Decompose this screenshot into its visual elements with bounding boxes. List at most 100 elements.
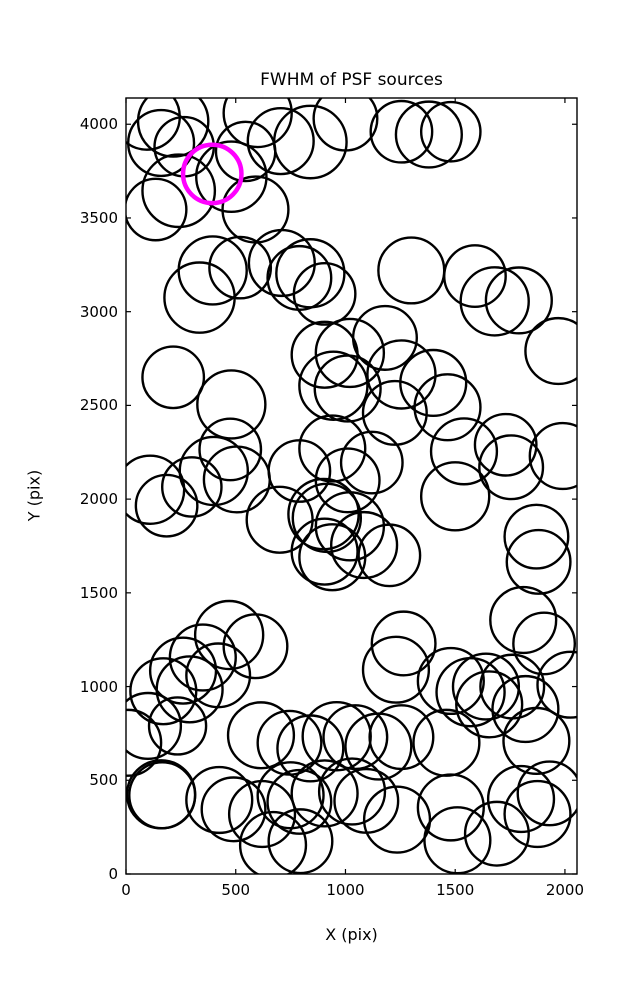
psf-source-circle (473, 412, 538, 477)
psf-source-circle (168, 623, 237, 692)
psf-source-circle (333, 767, 400, 834)
psf-source-circle (226, 701, 296, 770)
psf-source-circle (351, 304, 418, 371)
data-markers (126, 98, 577, 874)
psf-source-circle (198, 417, 263, 482)
x-axis-label: X (pix) (325, 925, 378, 944)
psf-source-circle (256, 761, 325, 830)
psf-source-circle (489, 585, 558, 655)
y-tick-label: 2500 (79, 396, 118, 415)
psf-source-circle (185, 765, 254, 835)
psf-source-circle (486, 764, 556, 834)
psf-source-circle (180, 142, 244, 206)
psf-source-circle (126, 708, 163, 777)
psf-source-circle (214, 120, 277, 183)
psf-source-circle (129, 657, 198, 726)
psf-source-circle (272, 104, 348, 180)
psf-source-circle (366, 339, 437, 410)
y-axis-label: Y (pix) (24, 469, 44, 522)
psf-source-circle (361, 635, 431, 704)
psf-source-circle (536, 650, 577, 719)
x-axis-ticks (125, 98, 566, 874)
psf-source-circle (503, 779, 572, 849)
psf-source-circle (275, 238, 346, 309)
psf-source-circle (141, 153, 217, 229)
psf-source-circle (516, 760, 577, 827)
psf-source-circle (330, 510, 399, 580)
psf-source-circle (141, 345, 206, 410)
y-tick-label: 1500 (79, 583, 118, 602)
psf-source-circle (177, 235, 248, 306)
psf-source-circle (491, 674, 560, 744)
psf-source-circle (451, 652, 521, 721)
y-tick-label: 3500 (79, 208, 118, 227)
psf-source-circle (369, 99, 434, 164)
psf-source-circle (136, 98, 210, 158)
psf-source-circle (292, 261, 357, 326)
psf-source-circle (163, 261, 236, 334)
psf-source-circle (416, 646, 485, 716)
psf-source-circle (126, 108, 196, 178)
psf-source-circle (419, 100, 482, 163)
psf-source-circle (196, 369, 267, 440)
psf-source-circle (524, 316, 577, 386)
psf-source-circle (505, 528, 572, 595)
psf-source-circle (423, 806, 492, 874)
psf-source-circle (238, 810, 308, 874)
psf-source-circle (134, 473, 199, 538)
psf-source-circle (313, 354, 382, 423)
psf-source-circle (266, 768, 333, 835)
psf-source-circle (502, 706, 571, 776)
psf-source-circle (195, 140, 268, 214)
chart-title: FWHM of PSF sources (260, 70, 443, 90)
psf-source-circle (478, 434, 545, 501)
psf-source-circle (377, 236, 446, 305)
x-tick-label: 500 (221, 881, 251, 899)
psf-source-circle (368, 704, 435, 771)
psf-source-circle (246, 106, 315, 176)
psf-source-circle (528, 421, 577, 491)
psf-source-circle (503, 503, 570, 570)
psf-source-circle (126, 691, 183, 761)
psf-source-circle (290, 517, 359, 586)
psf-source-circle (370, 610, 437, 677)
psf-source-circle (413, 373, 482, 442)
x-tick-label: 1500 (436, 881, 475, 899)
psf-source-circle (412, 708, 481, 777)
psf-source-circle (298, 350, 369, 421)
y-tick-label: 4000 (79, 115, 118, 134)
x-tick-label: 2000 (545, 881, 585, 899)
psf-source-circle (247, 228, 316, 298)
psf-source-circle (459, 266, 530, 337)
psf-source-circle (484, 266, 553, 335)
psf-source-circle (317, 757, 387, 826)
psf-source-circle (455, 670, 524, 739)
psf-source-circle (362, 785, 432, 854)
psf-source-circle (161, 456, 223, 518)
psf-source-circle (298, 414, 367, 483)
psf-source-circle (312, 98, 379, 152)
psf-source-circle (443, 244, 507, 309)
psf-source-circle (126, 177, 188, 242)
psf-source-circle (148, 636, 218, 705)
y-tick-label: 500 (89, 771, 118, 790)
psf-source-circle (339, 430, 404, 495)
y-tick-label: 0 (108, 865, 118, 883)
psf-source-circle (290, 759, 359, 828)
psf-source-circle (298, 523, 367, 592)
x-tick-label: 0 (121, 881, 131, 899)
psf-source-circle (463, 800, 530, 867)
psf-source-circle (221, 175, 290, 244)
psf-source-circle (208, 235, 273, 300)
psf-source-circle (314, 491, 386, 562)
psf-source-circle (394, 100, 463, 169)
psf-source-circle (419, 461, 491, 532)
psf-source-circle (314, 317, 386, 389)
psf-source-circle (128, 761, 197, 830)
psf-source-circle (155, 655, 224, 724)
psf-source-circle (222, 613, 289, 680)
psf-source-circle (126, 454, 186, 525)
psf-source-circle (200, 776, 267, 843)
